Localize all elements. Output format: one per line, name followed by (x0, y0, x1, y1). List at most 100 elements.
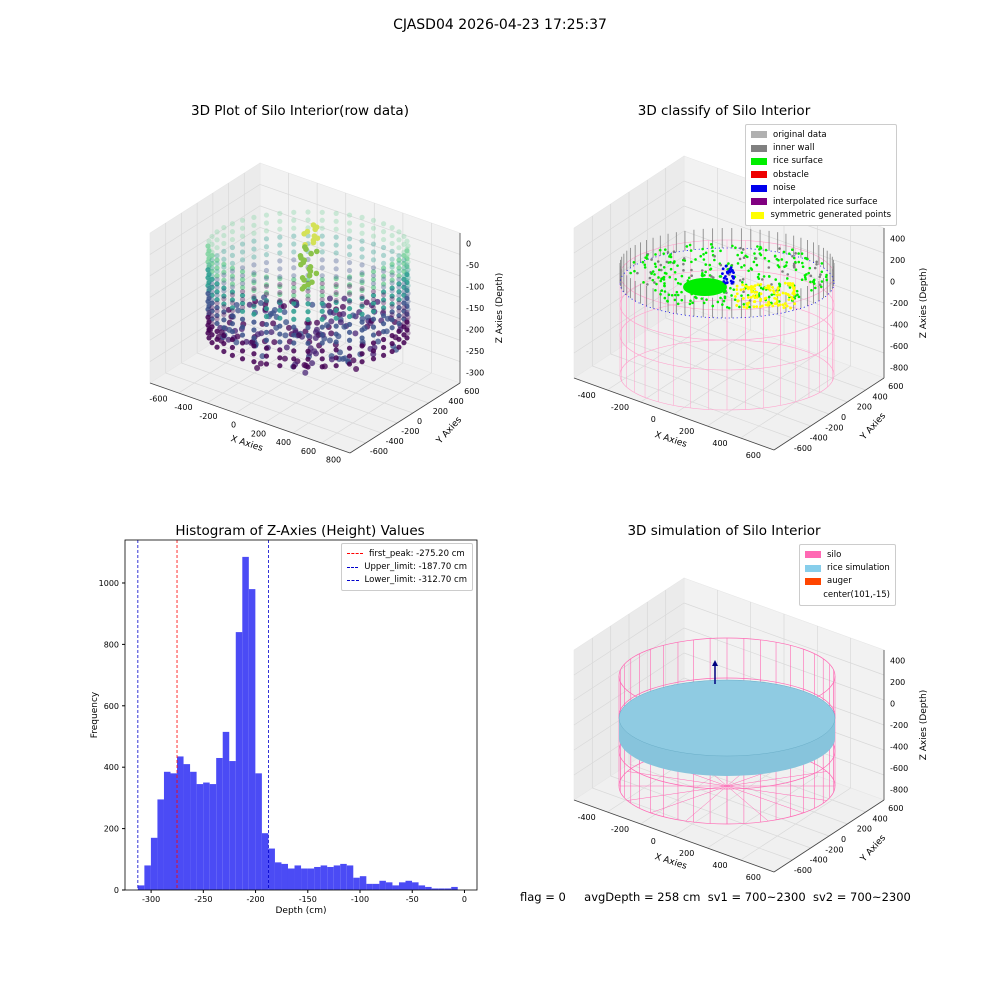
legend-item: symmetric generated points (751, 208, 891, 221)
histogram-bar (360, 876, 367, 890)
x-tick-label: 400 (712, 861, 727, 870)
histogram-bar (353, 878, 360, 890)
z-tick-label: 0 (890, 700, 895, 709)
x-tick-label: -100 (351, 895, 369, 904)
legend-swatch (347, 553, 363, 554)
y-tick-label: 600 (888, 804, 903, 813)
z-tick-label: -200 (890, 721, 908, 730)
rice-simulation-surface (619, 680, 835, 756)
histogram-bar (288, 869, 295, 890)
y-tick-label: 400 (104, 763, 119, 772)
status-line: flag = 0 avgDepth = 258 cm sv1 = 700~230… (520, 890, 911, 904)
histogram-bar (392, 885, 399, 890)
histogram-bar (242, 557, 249, 890)
legend-item: Upper_limit: -187.70 cm (347, 560, 467, 573)
z-axis-label: Z Axies (Depth) (919, 690, 929, 761)
histogram-bar (308, 869, 315, 890)
legend-item: noise (751, 182, 891, 195)
legend-item: rice surface (751, 155, 891, 168)
simulation-legend: silo rice simulation auger center(101,-15) (799, 544, 896, 606)
histogram-bar (216, 758, 223, 890)
histogram-bar (334, 865, 341, 890)
histogram-bar (268, 849, 275, 890)
x-tick-label: -200 (246, 895, 264, 904)
histogram-bar (262, 833, 269, 890)
x-tick-label: 200 (679, 849, 694, 858)
y-tick-label: -200 (825, 845, 843, 854)
histogram-bar (229, 761, 236, 890)
histogram-bar (327, 867, 334, 890)
x-tick-label: -200 (611, 825, 629, 834)
x-tick-label: -250 (194, 895, 212, 904)
legend-swatch (751, 145, 767, 152)
y-tick-label: 1000 (99, 579, 119, 588)
histogram-bar (281, 864, 288, 890)
y-tick-label: 400 (872, 814, 887, 823)
y-tick-label: 0 (841, 835, 846, 844)
legend-swatch (751, 158, 767, 165)
histogram-bar (340, 864, 347, 890)
legend-item: auger (805, 575, 890, 588)
histogram-bar (144, 865, 151, 890)
histogram-bar (406, 881, 413, 890)
histogram-bar (412, 882, 419, 890)
legend-swatch (347, 567, 358, 568)
histogram-bar (255, 773, 262, 890)
legend-swatch (751, 212, 764, 219)
histogram-bar (203, 783, 210, 890)
x-tick-label: -50 (406, 895, 419, 904)
x-tick-label: 0 (462, 895, 467, 904)
histogram-bar (425, 887, 432, 890)
histogram-bar (275, 862, 282, 890)
histogram-bar (419, 885, 426, 890)
legend-item: original data (751, 128, 891, 141)
histogram-bar (190, 772, 197, 890)
x-tick-label: -400 (578, 813, 596, 822)
histogram-bar (197, 784, 204, 890)
histogram-bar (295, 865, 302, 890)
legend-label: auger (827, 576, 852, 586)
legend-label: obstacle (773, 170, 809, 180)
legend-item: Lower_limit: -312.70 cm (347, 574, 467, 587)
legend-item: silo (805, 548, 890, 561)
x-tick-label: 0 (651, 837, 656, 846)
x-tick-label: 600 (746, 873, 761, 882)
histogram-bars (138, 557, 458, 890)
legend-label: Lower_limit: -312.70 cm (365, 575, 467, 585)
legend-label: center(101,-15) (823, 590, 890, 600)
y-tick-label: -600 (794, 866, 812, 875)
histogram-bar (249, 589, 256, 890)
histogram-bar (386, 882, 393, 890)
legend-label: interpolated rice surface (773, 197, 878, 207)
histogram-bar (451, 887, 458, 890)
flag-value: flag = 0 (520, 890, 566, 904)
legend-label: symmetric generated points (770, 210, 891, 220)
histogram-bar (366, 884, 373, 890)
histogram-bar (157, 799, 164, 890)
y-axis-label: Frequency (90, 691, 100, 738)
z-tick-label: 200 (890, 678, 905, 687)
legend-swatch (347, 580, 359, 581)
y-tick-label: 800 (104, 640, 119, 649)
histogram-bar (373, 884, 380, 890)
histogram-bar (170, 773, 177, 890)
z-tick-label: -400 (890, 742, 908, 751)
histogram-bar (236, 632, 243, 890)
classify-legend: original data inner wall rice surface obsta… (745, 124, 897, 226)
histogram-bar (347, 865, 354, 890)
histogram-bar (177, 756, 184, 890)
y-axis-label: Y Axies (858, 833, 888, 865)
y-tick-label: 200 (104, 825, 119, 834)
x-tick-label: -300 (142, 895, 160, 904)
histogram-bar (399, 882, 406, 890)
legend-item: first_peak: -275.20 cm (347, 547, 467, 560)
legend-label: rice simulation (827, 563, 890, 573)
legend-item: rice simulation (805, 561, 890, 574)
legend-label: noise (773, 183, 796, 193)
legend-item: obstacle (751, 168, 891, 181)
legend-swatch (751, 185, 767, 192)
histogram-bar (164, 772, 171, 890)
legend-label: rice surface (773, 156, 823, 166)
legend-swatch (751, 131, 767, 138)
histogram-bar (138, 885, 145, 890)
